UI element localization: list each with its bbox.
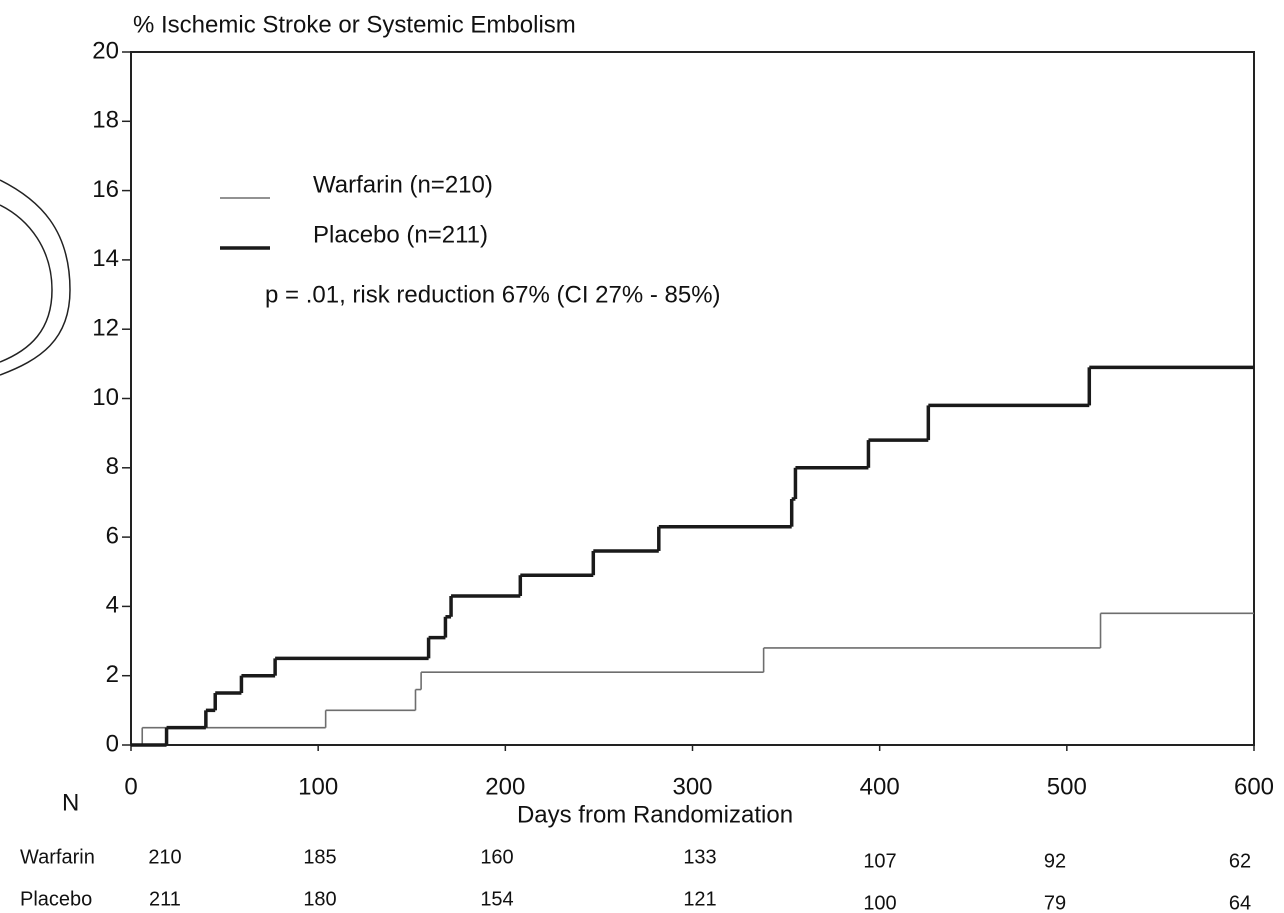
risk-value: 92 [1044, 850, 1066, 872]
risk-value: 154 [480, 888, 513, 910]
risk-value: 121 [683, 888, 716, 910]
risk-value: 185 [303, 846, 336, 868]
decor-arc [0, 204, 53, 363]
annotation: p = .01, risk reduction 67% (CI 27% - 85… [265, 281, 721, 308]
risk-value: 64 [1229, 892, 1251, 913]
decoration [0, 179, 71, 376]
risk-value: 62 [1229, 850, 1251, 872]
y-tick-label: 18 [92, 107, 119, 134]
legend-label: Warfarin (n=210) [313, 171, 493, 198]
risk-row-label: Placebo [20, 888, 92, 910]
y-tick-label: 16 [92, 176, 119, 203]
x-tick-label: 300 [672, 773, 712, 800]
x-axis-label: Days from Randomization [517, 801, 793, 828]
y-tick-label: 0 [106, 730, 119, 757]
risk-value: 107 [863, 850, 896, 872]
risk-value: 79 [1044, 892, 1066, 913]
x-tick-label: 600 [1234, 773, 1274, 800]
legend-label: Placebo (n=211) [313, 221, 488, 248]
y-tick-label: 8 [106, 453, 119, 480]
x-tick-label: 200 [485, 773, 525, 800]
chart-title: % Ischemic Stroke or Systemic Embolism [133, 11, 576, 38]
risk-table-title: N [62, 789, 79, 816]
risk-value: 133 [683, 846, 716, 868]
risk-value: 180 [303, 888, 336, 910]
y-tick-label: 14 [92, 245, 119, 272]
x-tick-label: 400 [860, 773, 900, 800]
y-tick-label: 4 [106, 592, 119, 619]
plot-frame [130, 51, 1255, 746]
y-tick-label: 2 [106, 661, 119, 688]
y-tick-label: 20 [92, 37, 119, 64]
risk-value: 211 [149, 888, 181, 910]
risk-row-label: Warfarin [20, 846, 95, 868]
x-tick-label: 100 [298, 773, 338, 800]
risk-value: 210 [148, 846, 181, 868]
x-tick-label: 0 [124, 773, 137, 800]
risk-value: 100 [863, 892, 896, 913]
y-tick-label: 12 [92, 315, 119, 342]
risk-value: 160 [480, 846, 513, 868]
decor-arc [0, 179, 71, 376]
x-tick-label: 500 [1047, 773, 1087, 800]
y-tick-label: 6 [106, 522, 119, 549]
y-tick-label: 10 [92, 384, 119, 411]
